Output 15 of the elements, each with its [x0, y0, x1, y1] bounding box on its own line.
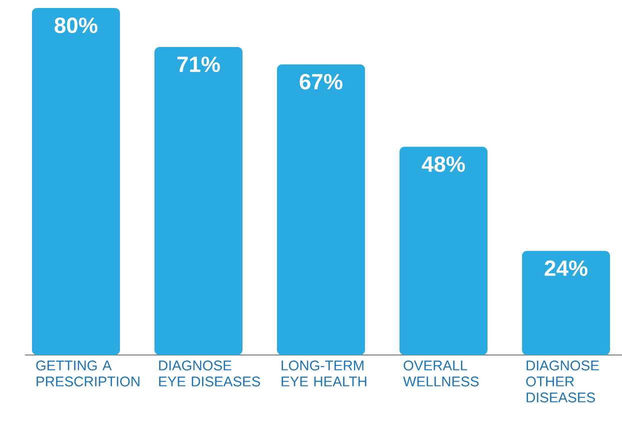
bar	[154, 47, 242, 356]
bar	[522, 250, 610, 356]
x-tick-label: DIAGNOSE EYE DISEASES	[159, 360, 260, 386]
bar	[32, 8, 120, 356]
x-tick-label: OVERALL WELLNESS	[403, 360, 479, 386]
bar	[400, 146, 488, 356]
x-tick-label: DIAGNOSE OTHER DISEASES	[526, 360, 599, 402]
data-label: 24%	[544, 260, 588, 276]
x-tick-label: GETTING A PRESCRIPTION	[36, 360, 140, 386]
x-tick-label: LONG-TERM EYE HEALTH	[282, 360, 366, 386]
data-label: 48%	[422, 156, 465, 172]
data-label: 71%	[177, 56, 220, 72]
data-label: 80%	[54, 18, 98, 34]
data-label: 67%	[300, 74, 342, 90]
bar	[276, 64, 365, 356]
